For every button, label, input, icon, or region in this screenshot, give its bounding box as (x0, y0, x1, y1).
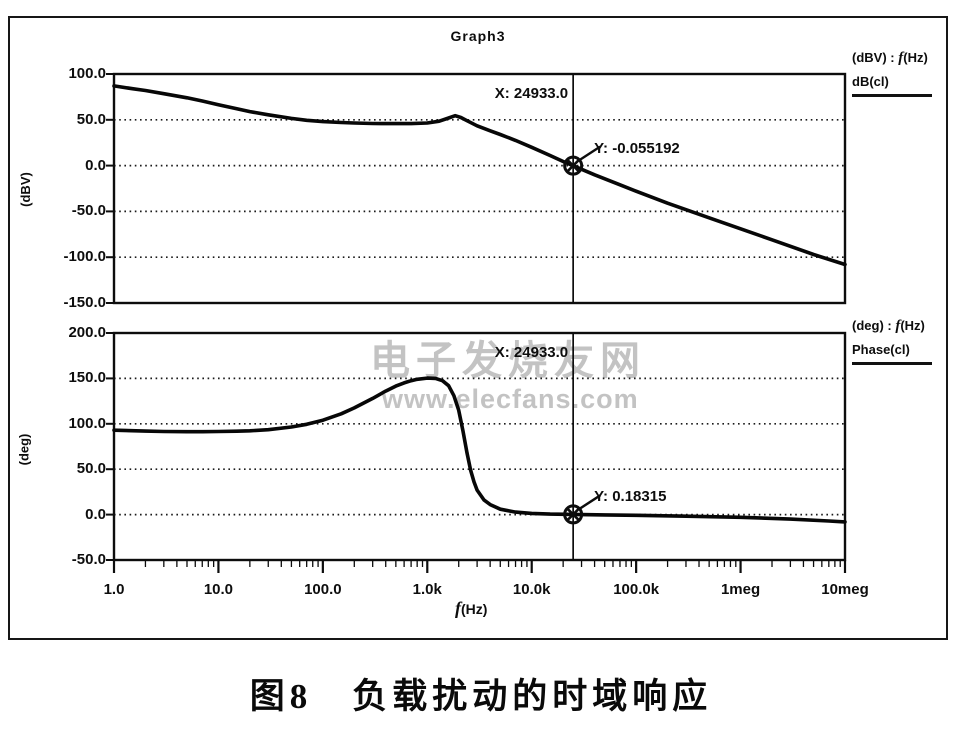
legend-magnitude-fvar: f (898, 50, 904, 66)
cursor-marker (563, 155, 584, 176)
x-axis-label-fvar: f (455, 598, 461, 618)
magnitude-plot-frame (112, 72, 847, 305)
figure-caption: 图8 负载扰动的时域响应 (249, 677, 713, 716)
legend-phase-trace: Phase(cl) (852, 342, 910, 357)
phase-curve (112, 376, 847, 524)
legend-magnitude-trace: dB(cl) (852, 74, 889, 89)
legend-magnitude-units: (dBV) : f(Hz) (852, 50, 956, 67)
watermark: 电子发烧友网 www.elecfans.com (370, 328, 646, 415)
legend-phase-prefix: (deg) : (852, 318, 892, 333)
graph-title: Graph3 (450, 28, 506, 44)
cursor-marker-cross (566, 159, 580, 173)
legend-phase-fvar: f (895, 318, 901, 334)
legend-magnitude-prefix: (dBV) : (852, 50, 895, 65)
graph-window (8, 16, 948, 640)
legend-magnitude: (dBV) : f(Hz) dB(cl) (852, 50, 956, 97)
legend-phase-trace-line (852, 362, 932, 365)
magnitude-curve (112, 84, 847, 267)
watermark-line1: 电子发烧友网 (370, 338, 646, 383)
legend-phase-units: (deg) : f(Hz) (852, 318, 956, 335)
phase-plot-frame (112, 331, 847, 562)
cursor-marker-cross (566, 508, 580, 521)
cursor-pointer-line (579, 494, 601, 510)
watermark-line2: www.elecfans.com (382, 384, 639, 414)
legend-phase-suffix: (Hz) (900, 318, 925, 333)
legend-magnitude-trace-line (852, 94, 932, 97)
x-axis-label-suffix: (Hz) (461, 601, 488, 617)
cursor-pointer-line (579, 145, 601, 161)
legend-phase: (deg) : f(Hz) Phase(cl) (852, 318, 956, 365)
x-axis-label: f(Hz) (455, 598, 487, 619)
cursor-marker (563, 504, 584, 525)
legend-magnitude-suffix: (Hz) (903, 50, 928, 65)
